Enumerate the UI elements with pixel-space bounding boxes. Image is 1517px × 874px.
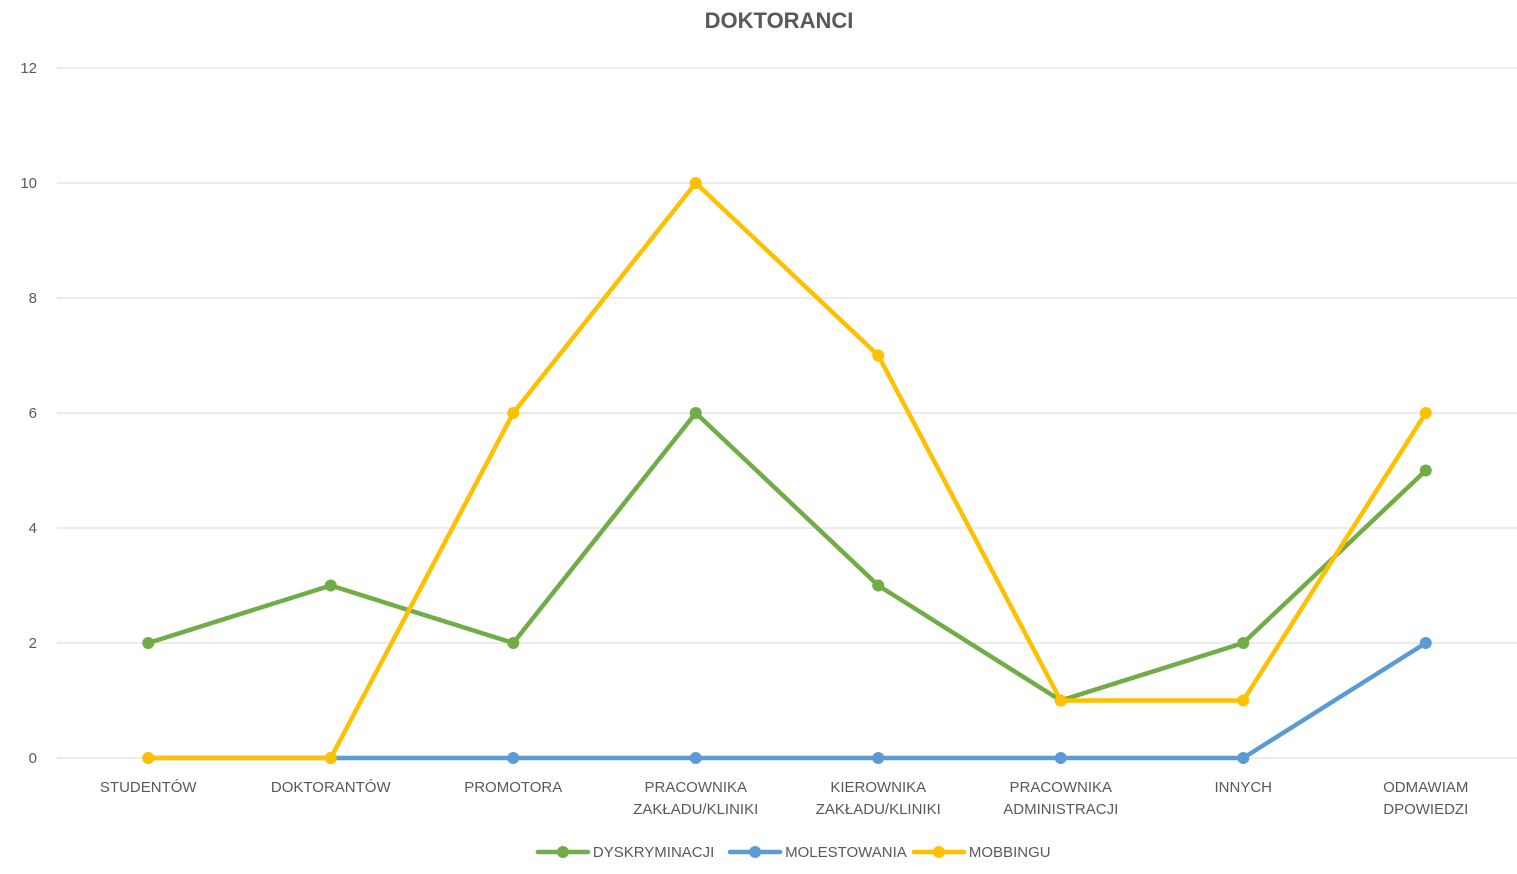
y-tick-label: 0 xyxy=(29,750,37,767)
x-axis: STUDENTÓW DOKTORANTÓW PROMOTORA PRACOWNIKA Z… xyxy=(100,779,1468,818)
x-tick-label-line: INNYCH xyxy=(1214,779,1272,796)
data-point xyxy=(142,637,155,649)
data-point xyxy=(507,407,520,419)
x-tick-label-line: KIEROWNIKA xyxy=(830,779,926,796)
data-point xyxy=(507,637,520,649)
x-tick-label: PROMOTORA xyxy=(464,779,562,796)
series-line xyxy=(146,180,1428,761)
series-line xyxy=(146,410,1428,703)
data-point xyxy=(507,752,520,764)
legend-swatch-marker xyxy=(749,846,762,858)
y-tick-label: 10 xyxy=(20,175,37,192)
x-tick-label-line: DPOWIEDZI xyxy=(1383,801,1468,818)
x-tick-label: PRACOWNIKA ADMINISTRACJI xyxy=(1003,779,1118,818)
data-point xyxy=(872,579,885,592)
data-point xyxy=(1054,694,1067,707)
y-tick-label: 8 xyxy=(29,290,37,307)
gridlines xyxy=(57,67,1517,759)
x-tick-label-line: DOKTORANTÓW xyxy=(271,779,392,796)
y-axis: 0 2 4 6 8 10 12 xyxy=(20,60,37,767)
y-tick-label: 2 xyxy=(29,635,37,652)
data-point xyxy=(324,579,337,592)
plot-area xyxy=(142,177,1432,764)
legend-item-dyskryminacji: DYSKRYMINACJI xyxy=(535,844,714,861)
data-point xyxy=(1237,637,1250,649)
y-tick-label: 4 xyxy=(29,520,37,537)
chart-title: DOKTORANCI xyxy=(705,8,854,33)
data-point xyxy=(1419,637,1432,649)
data-point xyxy=(1054,752,1067,764)
data-point xyxy=(1419,407,1432,419)
data-point xyxy=(324,752,337,764)
legend-swatch-marker xyxy=(932,846,945,858)
data-point xyxy=(1237,694,1250,707)
x-tick-label-line: ZAKŁADU/KLINIKI xyxy=(633,801,758,818)
x-tick-label-line: STUDENTÓW xyxy=(100,779,198,796)
legend-item-mobbingu: MOBBINGU xyxy=(911,844,1051,861)
y-tick-label: 12 xyxy=(20,60,37,77)
x-tick-label-line: PRACOWNIKA xyxy=(644,779,747,796)
data-point xyxy=(689,177,702,189)
series-dyskryminacji xyxy=(142,407,1432,707)
x-tick-label-line: PROMOTORA xyxy=(464,779,562,796)
data-point xyxy=(1419,464,1432,477)
data-point xyxy=(872,349,885,362)
x-tick-label-line: ODMAWIAM xyxy=(1383,779,1468,796)
x-tick-label: ODMAWIAM DPOWIEDZI xyxy=(1383,779,1468,818)
data-point xyxy=(142,752,155,764)
x-tick-label: DOKTORANTÓW xyxy=(271,779,392,796)
legend-label: MOBBINGU xyxy=(969,844,1051,861)
data-point xyxy=(689,752,702,764)
series-line xyxy=(146,640,1428,761)
x-tick-label: PRACOWNIKA ZAKŁADU/KLINIKI xyxy=(633,779,758,818)
series-mobbingu xyxy=(142,177,1432,764)
legend-item-molestowania: MOLESTOWANIA xyxy=(727,844,907,861)
x-tick-label-line: ZAKŁADU/KLINIKI xyxy=(816,801,941,818)
data-point xyxy=(1237,752,1250,764)
x-tick-label: INNYCH xyxy=(1214,779,1272,796)
x-tick-label: STUDENTÓW xyxy=(100,779,198,796)
y-tick-label: 6 xyxy=(29,405,37,422)
legend: DYSKRYMINACJI MOLESTOWANIA MOBBINGU xyxy=(535,844,1051,861)
x-tick-label-line: PRACOWNIKA xyxy=(1009,779,1112,796)
x-tick-label-line: ADMINISTRACJI xyxy=(1003,801,1118,818)
x-tick-label: KIEROWNIKA ZAKŁADU/KLINIKI xyxy=(816,779,941,818)
legend-swatch-marker xyxy=(556,846,569,858)
legend-label: DYSKRYMINACJI xyxy=(593,844,714,861)
data-point xyxy=(689,407,702,419)
data-point xyxy=(872,752,885,764)
legend-label: MOLESTOWANIA xyxy=(785,844,907,861)
